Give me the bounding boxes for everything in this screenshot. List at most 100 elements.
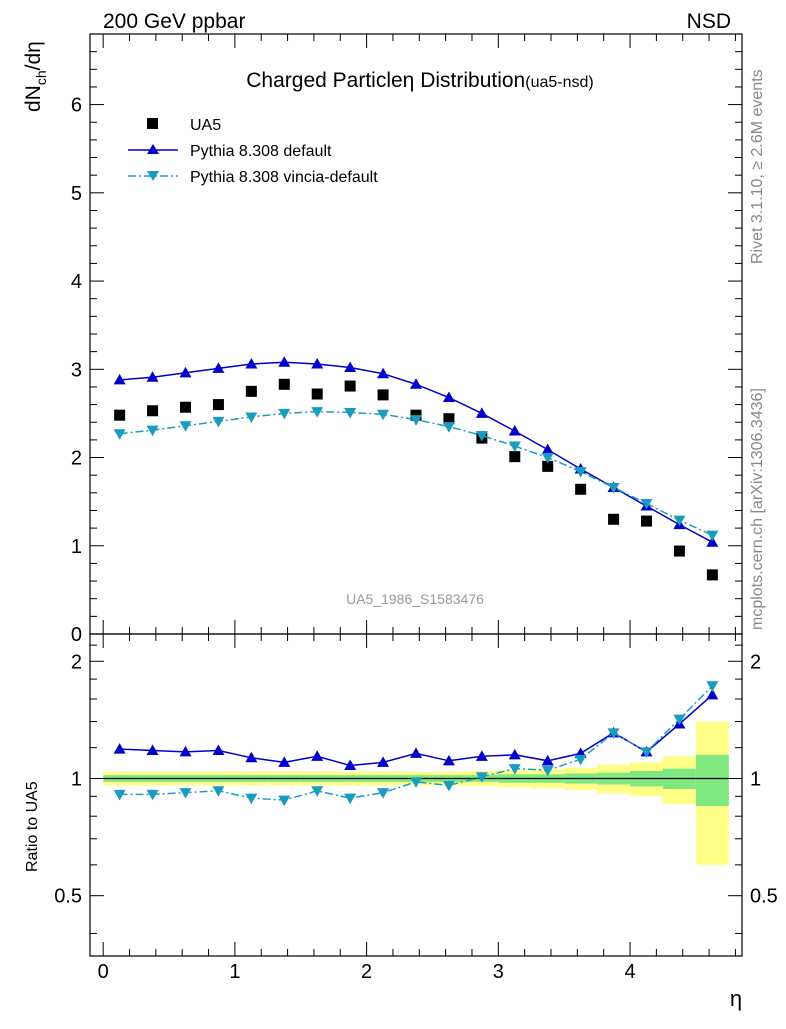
ratio-point-pythia-8-308-default bbox=[212, 744, 225, 755]
ratio-point-pythia-8-308-vincia-default bbox=[607, 728, 620, 739]
ratio-point-pythia-8-308-default bbox=[442, 754, 455, 766]
ratio-ytick-label-right: 2 bbox=[750, 651, 761, 673]
main-point-ua5 bbox=[706, 569, 718, 581]
chart-title-tag: (ua5-nsd) bbox=[525, 74, 593, 91]
main-point-pythia-8-308-vincia-default bbox=[640, 498, 653, 510]
ratio-point-pythia-8-308-vincia-default bbox=[475, 772, 488, 783]
main-point-pythia-8-308-vincia-default bbox=[508, 441, 521, 453]
main-ytick-label: 2 bbox=[71, 448, 82, 470]
ratio-xtick-label: 1 bbox=[229, 961, 240, 983]
ratio-point-pythia-8-308-vincia-default bbox=[410, 777, 422, 788]
main-ylabel-sub: ch bbox=[33, 70, 49, 85]
main-point-pythia-8-308-vincia-default bbox=[475, 430, 488, 442]
main-point-ua5 bbox=[114, 409, 126, 421]
main-point-pythia-8-308-default bbox=[146, 371, 159, 382]
ratio-point-pythia-8-308-vincia-default bbox=[146, 789, 159, 801]
main-point-pythia-8-308-default bbox=[212, 362, 225, 373]
ratio-point-pythia-8-308-default bbox=[475, 750, 488, 761]
chart-title-symbol: η bbox=[403, 69, 415, 92]
legend-label-pythia-default: Pythia 8.308 default bbox=[190, 143, 332, 160]
ratio-ylabel: Ratio to UA5 bbox=[24, 781, 41, 872]
ratio-ytick-label-right: 1 bbox=[750, 768, 761, 790]
ratio-ytick-label-right: 0.5 bbox=[750, 886, 778, 908]
ratio-point-pythia-8-308-vincia-default bbox=[245, 793, 258, 805]
legend-marker-ua5 bbox=[147, 118, 158, 129]
main-point-ua5 bbox=[377, 389, 389, 401]
main-point-ua5 bbox=[509, 451, 521, 463]
ratio-ytick-label-left: 2 bbox=[71, 651, 82, 673]
main-point-pythia-8-308-vincia-default bbox=[278, 408, 291, 420]
main-point-pythia-8-308-vincia-default bbox=[113, 429, 126, 440]
main-point-pythia-8-308-default bbox=[113, 373, 126, 385]
main-point-ua5 bbox=[179, 401, 191, 413]
ratio-point-pythia-8-308-vincia-default bbox=[442, 780, 455, 792]
main-point-pythia-8-308-vincia-default bbox=[146, 425, 159, 437]
main-line-pythia-8-308-vincia-default bbox=[119, 410, 713, 536]
ratio-point-pythia-8-308-vincia-default bbox=[179, 788, 192, 799]
main-ylabel-main: dN bbox=[22, 85, 45, 112]
legend-label-pythia-vincia: Pythia 8.308 vincia-default bbox=[190, 169, 378, 186]
main-point-pythia-8-308-vincia-default bbox=[410, 415, 422, 426]
main-point-pythia-8-308-default bbox=[311, 358, 324, 369]
ratio-point-pythia-8-308-vincia-default bbox=[541, 765, 554, 777]
main-point-pythia-8-308-vincia-default bbox=[574, 467, 587, 478]
main-point-pythia-8-308-vincia-default bbox=[344, 408, 357, 419]
main-point-ua5 bbox=[147, 405, 159, 417]
main-point-pythia-8-308-vincia-default bbox=[673, 515, 686, 527]
main-point-pythia-8-308-default bbox=[410, 378, 422, 389]
main-point-pythia-8-308-default bbox=[245, 358, 258, 369]
ratio-point-pythia-8-308-default bbox=[706, 688, 719, 700]
chart-title-text: Charged Particle bbox=[246, 69, 402, 92]
mcplots-label: mcplots.cern.ch [arXiv:1306.3436] bbox=[749, 388, 766, 630]
legend-marker-pythia-default bbox=[147, 144, 159, 154]
main-point-ua5 bbox=[245, 385, 257, 397]
ratio-point-pythia-8-308-vincia-default bbox=[673, 714, 686, 726]
main-point-ua5 bbox=[608, 513, 620, 525]
main-point-pythia-8-308-default bbox=[706, 536, 719, 547]
main-point-pythia-8-308-vincia-default bbox=[179, 421, 192, 432]
main-point-pythia-8-308-default bbox=[278, 356, 291, 367]
main-point-ua5 bbox=[311, 388, 323, 400]
main-point-ua5 bbox=[673, 545, 685, 557]
main-point-pythia-8-308-vincia-default bbox=[212, 416, 225, 428]
main-ylabel: dNch/dη bbox=[22, 41, 49, 112]
main-point-pythia-8-308-default bbox=[442, 391, 455, 403]
ratio-frame bbox=[89, 633, 743, 957]
main-point-ua5 bbox=[542, 460, 554, 472]
ratio-xtick-label: 0 bbox=[98, 961, 109, 983]
ratio-point-pythia-8-308-default bbox=[344, 759, 357, 770]
ratio-point-pythia-8-308-vincia-default bbox=[278, 795, 291, 807]
main-point-pythia-8-308-vincia-default bbox=[311, 407, 324, 418]
main-point-pythia-8-308-default bbox=[344, 361, 357, 373]
x-axis-label: η bbox=[730, 986, 742, 1011]
main-point-pythia-8-308-vincia-default bbox=[541, 453, 554, 464]
ratio-xtick-label: 4 bbox=[624, 961, 635, 983]
legend-marker-pythia-vincia bbox=[147, 171, 159, 181]
ratio-point-pythia-8-308-vincia-default bbox=[113, 789, 126, 801]
main-point-pythia-8-308-default bbox=[508, 425, 521, 436]
main-panel: 0 1 2 3 4 5 6 bbox=[71, 33, 743, 646]
ratio-stat-band bbox=[695, 754, 729, 806]
ratio-point-pythia-8-308-vincia-default bbox=[311, 786, 324, 797]
main-point-ua5 bbox=[212, 399, 224, 411]
ratio-point-pythia-8-308-vincia-default bbox=[706, 681, 719, 692]
main-point-ua5 bbox=[575, 483, 587, 495]
ratio-point-pythia-8-308-default bbox=[541, 754, 554, 766]
main-point-pythia-8-308-default bbox=[377, 367, 390, 379]
ratio-point-pythia-8-308-default bbox=[377, 756, 390, 767]
ratio-point-pythia-8-308-default bbox=[278, 756, 291, 767]
main-point-pythia-8-308-vincia-default bbox=[706, 530, 719, 542]
ratio-ytick-label-left: 1 bbox=[71, 768, 82, 790]
chart-title: Charged Particleη Distribution(ua5-nsd) bbox=[246, 69, 593, 92]
main-ytick-label: 1 bbox=[71, 536, 82, 558]
main-ytick-label: 0 bbox=[71, 624, 82, 646]
ratio-point-pythia-8-308-default bbox=[245, 751, 258, 763]
legend: UA5 Pythia 8.308 default Pythia 8.308 vi… bbox=[128, 117, 378, 186]
ratio-point-pythia-8-308-default bbox=[311, 750, 324, 761]
main-point-ua5 bbox=[344, 380, 356, 392]
main-frame bbox=[89, 33, 743, 635]
rivet-label: Rivet 3.1.10, ≥ 2.6M events bbox=[749, 69, 766, 264]
ratio-xtick-label: 3 bbox=[493, 961, 504, 983]
